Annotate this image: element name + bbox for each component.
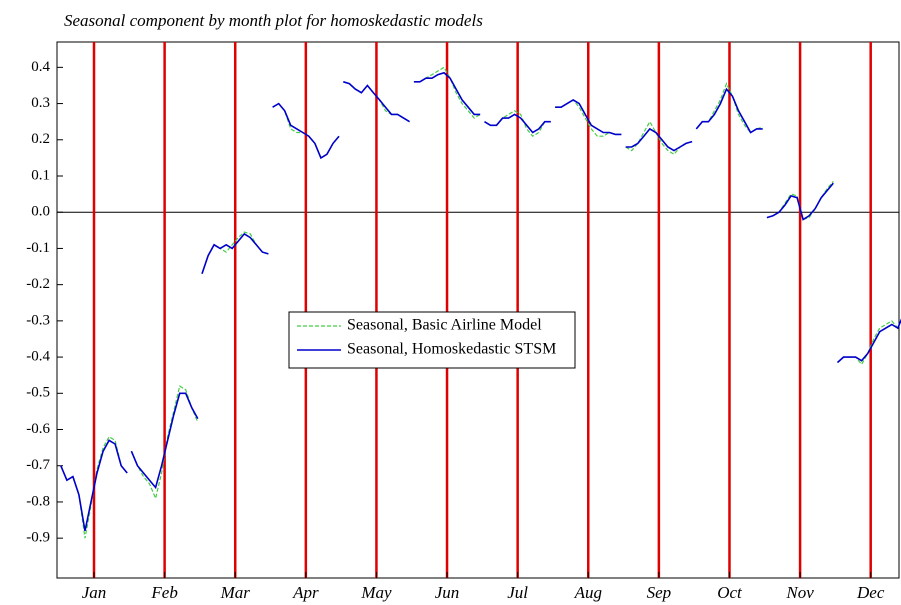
series-line <box>625 127 693 152</box>
series-line <box>272 102 340 160</box>
series-line <box>555 98 622 136</box>
y-tick-label: 0.4 <box>31 59 50 75</box>
y-tick-label: -0.1 <box>26 240 50 256</box>
legend-label: Seasonal, Homoskedastic STSM <box>347 341 556 358</box>
series-line <box>413 66 481 119</box>
y-tick-label: 0.3 <box>31 95 50 111</box>
series-line <box>60 439 128 532</box>
series-line <box>836 318 901 364</box>
series-line <box>695 87 763 134</box>
x-tick-label: Nov <box>785 583 814 602</box>
x-tick-label: Aug <box>574 583 602 602</box>
x-tick-label: Jun <box>435 583 460 602</box>
y-tick-label: -0.6 <box>26 421 50 437</box>
y-tick-label: -0.2 <box>26 276 50 292</box>
y-tick-label: 0.2 <box>31 131 50 147</box>
y-tick-label: -0.7 <box>26 457 50 473</box>
x-tick-label: Jul <box>507 583 528 602</box>
y-tick-label: 0.1 <box>31 167 50 183</box>
plot-frame <box>56 41 900 579</box>
legend-box <box>288 311 576 369</box>
series-line <box>201 232 269 275</box>
y-tick-label: 0.0 <box>31 204 50 220</box>
x-tick-label: Dec <box>856 583 885 602</box>
x-tick-label: Mar <box>220 583 251 602</box>
x-tick-label: Sep <box>647 583 672 602</box>
y-tick-label: -0.5 <box>26 385 50 401</box>
y-tick-label: -0.3 <box>26 312 50 328</box>
x-tick-label: Jan <box>82 583 107 602</box>
y-tick-label: -0.9 <box>26 530 50 546</box>
series-line <box>130 392 199 490</box>
x-tick-label: Feb <box>150 583 177 602</box>
chart-title: Seasonal component by month plot for hom… <box>64 11 483 30</box>
series-line <box>766 182 834 221</box>
legend-label: Seasonal, Basic Airline Model <box>347 317 542 334</box>
y-tick-label: -0.4 <box>26 349 50 365</box>
series-line <box>413 71 481 116</box>
series-line <box>484 113 551 134</box>
y-tick-label: -0.8 <box>26 493 50 509</box>
x-tick-label: Apr <box>292 583 319 602</box>
x-tick-label: Oct <box>717 583 743 602</box>
series-line <box>343 81 411 123</box>
x-tick-label: May <box>360 583 392 602</box>
